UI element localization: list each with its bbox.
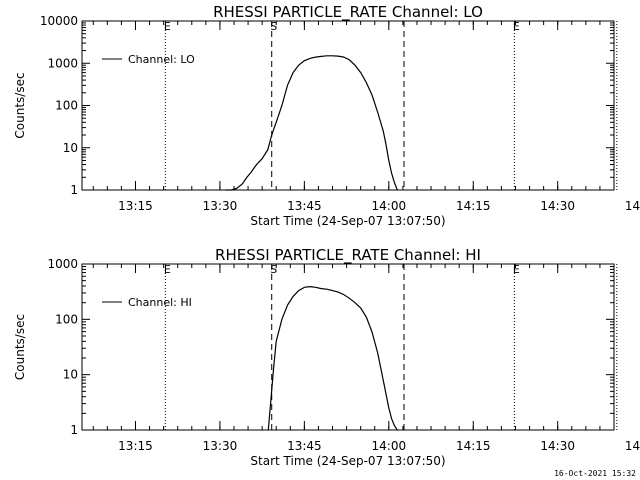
chart-1-marker-label: S — [270, 20, 277, 33]
chart-2-y-tick-label: 10 — [63, 368, 78, 382]
chart-2-marker-label: S — [270, 263, 277, 276]
chart-2-marker-label: E — [164, 263, 171, 276]
chart-2-y-tick-label: 1000 — [47, 257, 78, 271]
chart-1-x-tick-label: 13:45 — [287, 199, 322, 213]
chart-1-series-line — [225, 55, 398, 191]
chart-2-y-tick-label: 1 — [70, 423, 78, 437]
chart-1-x-tick-label: 14:15 — [456, 199, 491, 213]
chart-2-x-tick-label: 14:30 — [540, 439, 575, 453]
chart-1-x-tick-label: 13:15 — [118, 199, 153, 213]
chart-2-x-tick-label: 13:45 — [287, 439, 322, 453]
chart-2-series-line — [267, 285, 398, 431]
chart-1-x-axis-label: Start Time (24-Sep-07 13:07:50) — [250, 214, 445, 228]
chart-2-plot-frame — [81, 263, 615, 431]
chart-1-x-tick-label: 14:00 — [372, 199, 407, 213]
chart-1-marker-label: E — [513, 20, 520, 33]
chart-1-y-tick-label: 1000 — [47, 56, 78, 70]
chart-2-title: RHESSI PARTICLE_RATE Channel: HI — [215, 246, 481, 265]
chart-1-x-tick-label: 13:30 — [203, 199, 238, 213]
chart-1-y-tick-label: 100 — [55, 99, 78, 113]
chart-2-y-axis-label: Counts/sec — [13, 314, 27, 380]
chart-2-x-tick-label: 14:45 — [625, 439, 640, 453]
chart-2-x-tick-label: 14:15 — [456, 439, 491, 453]
chart-1-y-axis-label: Counts/sec — [13, 72, 27, 138]
chart-1-legend-label: Channel: LO — [128, 53, 195, 66]
chart-2-x-tick-label: 13:15 — [118, 439, 153, 453]
chart-2-x-tick-label: 14:00 — [372, 439, 407, 453]
chart-1-x-tick-label: 14:45 — [625, 199, 640, 213]
chart-2-x-axis-label: Start Time (24-Sep-07 13:07:50) — [250, 454, 445, 468]
chart-1-plot-frame — [81, 20, 615, 191]
chart-1-y-tick-label: 1 — [70, 183, 78, 197]
chart-1-x-tick-label: 14:30 — [540, 199, 575, 213]
footer-timestamp: 16-Oct-2021 15:32 — [554, 469, 636, 478]
chart-1-y-tick-label: 10000 — [40, 14, 78, 28]
chart-1-title: RHESSI PARTICLE_RATE Channel: LO — [213, 3, 483, 22]
chart-1-marker-label: E — [164, 20, 171, 33]
chart-1-y-tick-label: 10 — [63, 141, 78, 155]
chart-2-x-tick-label: 13:30 — [203, 439, 238, 453]
chart-2-y-tick-label: 100 — [55, 312, 78, 326]
chart-2-marker-label: E — [513, 263, 520, 276]
chart-2-legend-label: Channel: HI — [128, 296, 192, 309]
